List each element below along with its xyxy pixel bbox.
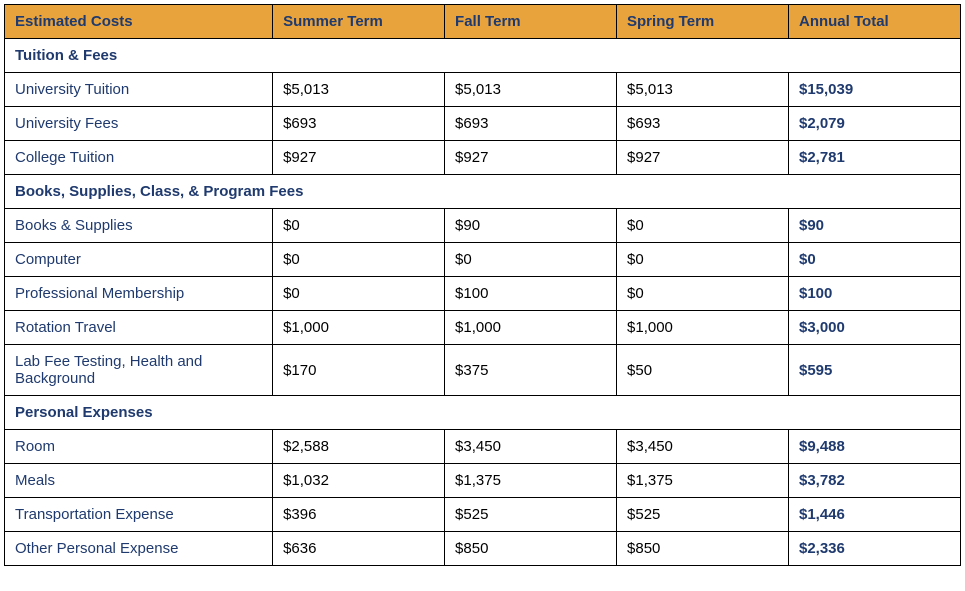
cell-fall: $100 xyxy=(445,277,617,311)
cell-fall: $850 xyxy=(445,532,617,566)
cell-annual-total: $595 xyxy=(788,345,960,396)
table-row: Books & Supplies$0$90$0$90 xyxy=(5,209,961,243)
table-body: Tuition & FeesUniversity Tuition$5,013$5… xyxy=(5,39,961,566)
cell-spring: $693 xyxy=(617,107,789,141)
col-header-annual-total: Annual Total xyxy=(788,5,960,39)
section-header-row: Books, Supplies, Class, & Program Fees xyxy=(5,175,961,209)
cell-summer: $0 xyxy=(273,243,445,277)
cell-fall: $1,375 xyxy=(445,464,617,498)
cell-annual-total: $3,782 xyxy=(788,464,960,498)
row-label: Computer xyxy=(5,243,273,277)
row-label: Meals xyxy=(5,464,273,498)
table-row: Other Personal Expense$636$850$850$2,336 xyxy=(5,532,961,566)
cell-annual-total: $3,000 xyxy=(788,311,960,345)
table-row: Transportation Expense$396$525$525$1,446 xyxy=(5,498,961,532)
cell-summer: $636 xyxy=(273,532,445,566)
table-row: College Tuition$927$927$927$2,781 xyxy=(5,141,961,175)
row-label: University Fees xyxy=(5,107,273,141)
cell-spring: $0 xyxy=(617,243,789,277)
col-header-spring: Spring Term xyxy=(617,5,789,39)
col-header-estimated-costs: Estimated Costs xyxy=(5,5,273,39)
table-row: University Tuition$5,013$5,013$5,013$15,… xyxy=(5,73,961,107)
col-header-summer: Summer Term xyxy=(273,5,445,39)
cell-spring: $850 xyxy=(617,532,789,566)
cell-spring: $50 xyxy=(617,345,789,396)
row-label: Room xyxy=(5,430,273,464)
row-label: College Tuition xyxy=(5,141,273,175)
col-header-fall: Fall Term xyxy=(445,5,617,39)
cell-spring: $927 xyxy=(617,141,789,175)
row-label: University Tuition xyxy=(5,73,273,107)
cell-summer: $170 xyxy=(273,345,445,396)
cell-summer: $2,588 xyxy=(273,430,445,464)
cell-annual-total: $9,488 xyxy=(788,430,960,464)
cell-fall: $1,000 xyxy=(445,311,617,345)
cell-summer: $927 xyxy=(273,141,445,175)
cost-table: Estimated Costs Summer Term Fall Term Sp… xyxy=(4,4,961,566)
cell-summer: $5,013 xyxy=(273,73,445,107)
cell-fall: $5,013 xyxy=(445,73,617,107)
header-row: Estimated Costs Summer Term Fall Term Sp… xyxy=(5,5,961,39)
cell-fall: $90 xyxy=(445,209,617,243)
section-title: Tuition & Fees xyxy=(5,39,961,73)
cell-summer: $0 xyxy=(273,209,445,243)
table-row: Computer$0$0$0$0 xyxy=(5,243,961,277)
cell-spring: $0 xyxy=(617,209,789,243)
cell-annual-total: $90 xyxy=(788,209,960,243)
cell-fall: $927 xyxy=(445,141,617,175)
cell-annual-total: $100 xyxy=(788,277,960,311)
cell-annual-total: $2,079 xyxy=(788,107,960,141)
row-label: Rotation Travel xyxy=(5,311,273,345)
cell-spring: $1,375 xyxy=(617,464,789,498)
table-row: Professional Membership$0$100$0$100 xyxy=(5,277,961,311)
cell-spring: $3,450 xyxy=(617,430,789,464)
section-header-row: Personal Expenses xyxy=(5,396,961,430)
cell-spring: $5,013 xyxy=(617,73,789,107)
cell-spring: $1,000 xyxy=(617,311,789,345)
cell-spring: $0 xyxy=(617,277,789,311)
row-label: Other Personal Expense xyxy=(5,532,273,566)
table-row: Room$2,588$3,450$3,450$9,488 xyxy=(5,430,961,464)
cell-fall: $3,450 xyxy=(445,430,617,464)
cell-spring: $525 xyxy=(617,498,789,532)
cell-summer: $1,000 xyxy=(273,311,445,345)
section-title: Books, Supplies, Class, & Program Fees xyxy=(5,175,961,209)
cell-annual-total: $2,781 xyxy=(788,141,960,175)
row-label: Professional Membership xyxy=(5,277,273,311)
table-row: Rotation Travel$1,000$1,000$1,000$3,000 xyxy=(5,311,961,345)
cell-summer: $1,032 xyxy=(273,464,445,498)
cell-annual-total: $15,039 xyxy=(788,73,960,107)
table-row: Meals$1,032$1,375$1,375$3,782 xyxy=(5,464,961,498)
cell-summer: $0 xyxy=(273,277,445,311)
cell-fall: $0 xyxy=(445,243,617,277)
cell-annual-total: $1,446 xyxy=(788,498,960,532)
table-row: University Fees$693$693$693$2,079 xyxy=(5,107,961,141)
cell-annual-total: $0 xyxy=(788,243,960,277)
cell-summer: $693 xyxy=(273,107,445,141)
table-row: Lab Fee Testing, Health and Background$1… xyxy=(5,345,961,396)
section-header-row: Tuition & Fees xyxy=(5,39,961,73)
row-label: Books & Supplies xyxy=(5,209,273,243)
cell-fall: $525 xyxy=(445,498,617,532)
cell-fall: $693 xyxy=(445,107,617,141)
section-title: Personal Expenses xyxy=(5,396,961,430)
cell-summer: $396 xyxy=(273,498,445,532)
cell-annual-total: $2,336 xyxy=(788,532,960,566)
row-label: Lab Fee Testing, Health and Background xyxy=(5,345,273,396)
cell-fall: $375 xyxy=(445,345,617,396)
row-label: Transportation Expense xyxy=(5,498,273,532)
